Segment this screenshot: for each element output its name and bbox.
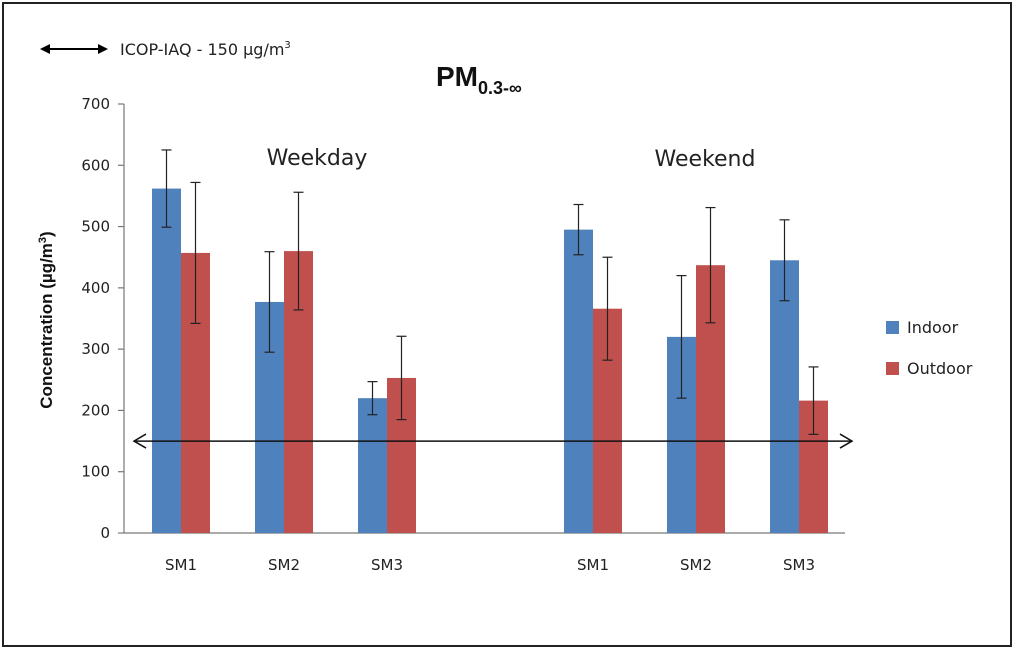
reference-line: [132, 433, 854, 449]
bar-indoor-1: [152, 188, 181, 533]
reference-legend: ICOP-IAQ - 150 µg/m3: [40, 40, 291, 59]
reference-legend-arrowhead-right: [98, 44, 108, 54]
y-axis-label: Concentration (µg/m3): [37, 231, 56, 408]
reference-legend-label: ICOP-IAQ - 150 µg/m3: [120, 40, 291, 59]
legend-label-indoor: Indoor: [907, 318, 959, 337]
bar-indoor-3: [358, 398, 387, 533]
chart-title: PM0.3-∞: [436, 61, 522, 98]
x-tick-labels: SM1 SM2 SM3 SM1 SM2 SM3: [165, 556, 815, 574]
x-tick-label: SM3: [371, 556, 403, 574]
legend-label-outdoor: Outdoor: [907, 359, 973, 378]
x-tick-label: SM2: [680, 556, 712, 574]
legend: Indoor Outdoor: [886, 318, 973, 378]
group-labels: Weekday Weekend: [267, 146, 756, 172]
y-tick-label: 100: [81, 463, 110, 481]
bars: [152, 188, 828, 534]
y-tick-label: 400: [81, 279, 110, 297]
error-bars: [161, 149, 819, 435]
reference-legend-arrowhead-left: [40, 44, 50, 54]
y-tick-label: 200: [81, 401, 110, 419]
y-tick-label: 700: [81, 95, 110, 113]
bar-indoor-6: [770, 260, 799, 533]
x-tick-label: SM3: [783, 556, 815, 574]
group-label-weekend: Weekend: [655, 147, 756, 172]
x-tick-label: SM2: [268, 556, 300, 574]
x-tick-label: SM1: [577, 556, 609, 574]
group-label-weekday: Weekday: [267, 146, 368, 171]
y-tick-label: 600: [81, 156, 110, 174]
legend-swatch-indoor: [886, 321, 899, 334]
y-tick-label: 300: [81, 340, 110, 358]
reference-arrow-right: [839, 433, 854, 449]
y-ticks: 0 100 200 300 400 500 600 700: [81, 95, 124, 542]
y-tick-label: 0: [100, 524, 110, 542]
reference-arrow-left: [132, 433, 147, 449]
y-tick-label: 500: [81, 218, 110, 236]
legend-swatch-outdoor: [886, 362, 899, 375]
x-tick-label: SM1: [165, 556, 197, 574]
bar-indoor-4: [564, 229, 593, 533]
